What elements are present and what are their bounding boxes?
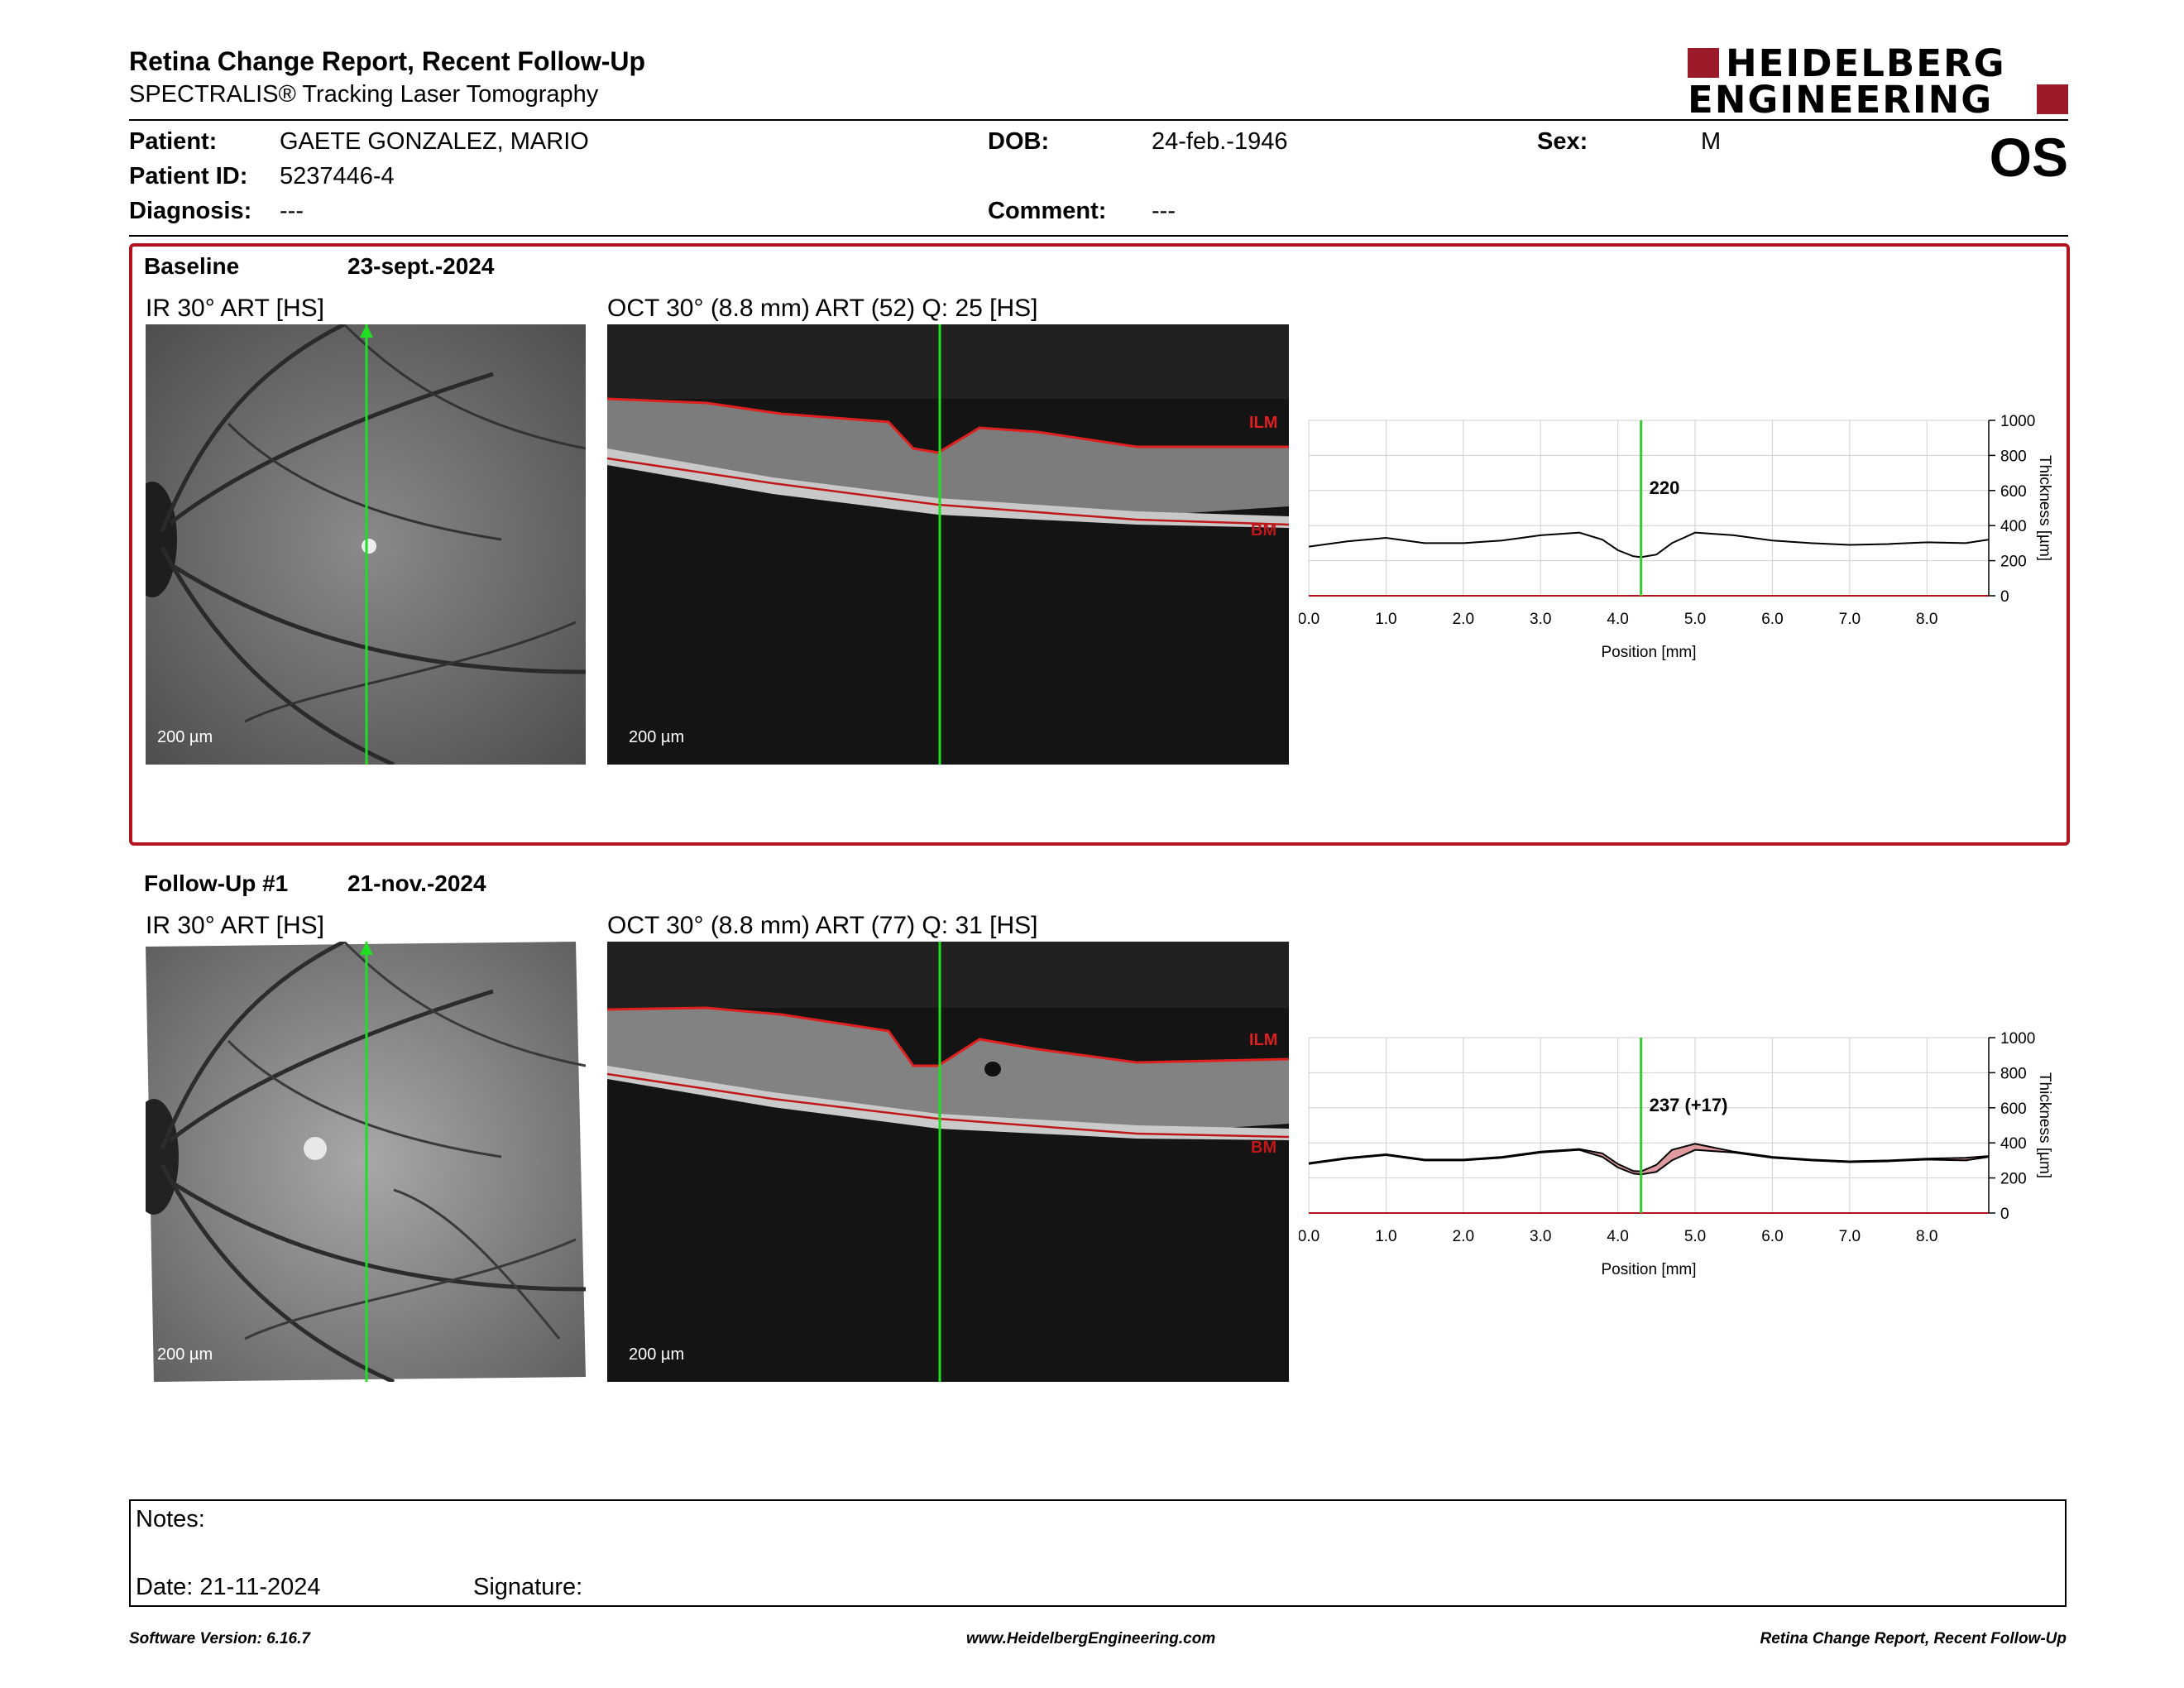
followup-date: 21-nov.-2024 <box>347 870 486 896</box>
y-tick-label: 1000 <box>2000 413 2035 430</box>
y-tick-label: 200 <box>2000 1171 2027 1188</box>
y-tick-label: 800 <box>2000 448 2027 465</box>
x-axis-label: Position [mm] <box>1601 644 1696 661</box>
baseline-ir-scale: 200 µm <box>157 728 213 746</box>
x-tick-label: 5.0 <box>1684 1228 1706 1245</box>
x-tick-label: 6.0 <box>1761 1228 1783 1245</box>
x-axis-label: Position [mm] <box>1601 1261 1696 1278</box>
sex-value: M <box>1701 128 1722 155</box>
x-tick-label: 7.0 <box>1839 1228 1861 1245</box>
baseline-oct-image[interactable] <box>607 324 1289 765</box>
baseline-thickness-chart[interactable]: 0 200 400 600 800 1000 0.0 1.0 2.0 3.0 4.0 5.0 6.0 7.… <box>1299 405 2076 679</box>
cursor-value-label: 237 (+17) <box>1650 1095 1728 1115</box>
logo-square-bottom <box>2037 84 2068 114</box>
followup-oct-title: OCT 30° (8.8 mm) ART (77) Q: 31 [HS] <box>607 912 1038 939</box>
x-tick-label: 3.0 <box>1530 1228 1551 1245</box>
followup-label: Follow-Up #1 <box>144 870 289 896</box>
y-tick-label: 1000 <box>2000 1030 2035 1048</box>
x-tick-label: 1.0 <box>1375 1228 1396 1245</box>
dob-value: 24-feb.-1946 <box>1152 128 1288 155</box>
report-title: Retina Change Report, Recent Follow-Up <box>129 46 646 76</box>
x-tick-label: 5.0 <box>1684 611 1706 628</box>
patient-rule <box>129 235 2068 237</box>
baseline-panel <box>129 243 2070 846</box>
comment-value: --- <box>1152 198 1176 224</box>
dob-label: DOB: <box>988 128 1050 155</box>
y-tick-label: 800 <box>2000 1065 2027 1082</box>
cursor-value-label: 220 <box>1650 477 1680 498</box>
footer-website[interactable]: www.HeidelbergEngineering.com <box>966 1630 1216 1647</box>
followup-ir-title: IR 30° ART [HS] <box>146 912 324 939</box>
baseline-oct-title: OCT 30° (8.8 mm) ART (52) Q: 25 [HS] <box>607 295 1038 322</box>
eye-indicator: OS <box>1989 127 2068 188</box>
x-tick-label: 4.0 <box>1607 611 1628 628</box>
baseline-oct-scale: 200 µm <box>629 728 685 746</box>
followup-ir-image[interactable] <box>146 942 586 1382</box>
followup-ilm-label: ILM <box>1249 1031 1278 1049</box>
logo-line2: ENGINEERING <box>1688 78 1994 122</box>
y-tick-label: 600 <box>2000 1101 2027 1118</box>
footer-report-name: Retina Change Report, Recent Follow-Up <box>1760 1630 2067 1647</box>
logo-line1: HEIDELBERG <box>1726 41 2006 85</box>
x-tick-label: 1.0 <box>1375 611 1396 628</box>
patient-label: Patient: <box>129 128 218 155</box>
x-tick-label: 0.0 <box>1299 611 1320 628</box>
diagnosis-label: Diagnosis: <box>129 198 252 224</box>
y-tick-label: 400 <box>2000 1135 2027 1153</box>
comment-label: Comment: <box>988 198 1107 224</box>
notes-label: Notes: <box>136 1506 205 1532</box>
logo-square-top <box>1688 48 1719 78</box>
x-tick-label: 7.0 <box>1839 611 1861 628</box>
baseline-date: 23-sept.-2024 <box>347 253 495 279</box>
baseline-ilm-label: ILM <box>1249 414 1278 432</box>
y-tick-label: 0 <box>2000 588 2009 606</box>
followup-bm-label: BM <box>1251 1139 1277 1157</box>
notes-date: Date: 21-11-2024 <box>136 1574 321 1600</box>
patient-id: 5237446-4 <box>280 163 395 189</box>
report-subtitle: SPECTRALIS® Tracking Laser Tomography <box>129 81 599 108</box>
x-tick-label: 0.0 <box>1299 1228 1320 1245</box>
y-tick-label: 400 <box>2000 518 2027 535</box>
x-tick-label: 2.0 <box>1453 611 1474 628</box>
x-tick-label: 3.0 <box>1530 611 1551 628</box>
signature-label: Signature: <box>473 1574 583 1600</box>
followup-oct-image[interactable] <box>607 942 1289 1382</box>
y-axis-label: Thickness [µm] <box>2036 455 2053 561</box>
header-rule <box>129 119 2068 121</box>
followup-ir-scale: 200 µm <box>157 1345 213 1364</box>
followup-thickness-chart[interactable]: 0 200 400 600 800 1000 0.0 1.0 2.0 3.0 4.0 5.0 6.0 7.… <box>1299 1023 2076 1296</box>
y-tick-label: 0 <box>2000 1206 2009 1223</box>
x-tick-label: 8.0 <box>1916 611 1937 628</box>
baseline-ir-image[interactable] <box>146 324 586 765</box>
baseline-label: Baseline <box>144 253 240 279</box>
x-tick-label: 4.0 <box>1607 1228 1628 1245</box>
y-tick-label: 600 <box>2000 483 2027 501</box>
patient-id-label: Patient ID: <box>129 163 248 189</box>
x-tick-label: 8.0 <box>1916 1228 1937 1245</box>
sex-label: Sex: <box>1537 128 1588 155</box>
y-tick-label: 200 <box>2000 554 2027 571</box>
patient-name: GAETE GONZALEZ, MARIO <box>280 128 589 155</box>
notes-box[interactable]: Notes: Date: 21-11-2024 Signature: <box>129 1499 2067 1607</box>
plot-area <box>1308 420 1990 597</box>
x-tick-label: 2.0 <box>1453 1228 1474 1245</box>
y-axis-label: Thickness [µm] <box>2036 1072 2053 1178</box>
heidelberg-logo: HEIDELBERG ENGINEERING <box>1688 41 2068 122</box>
followup-oct-scale: 200 µm <box>629 1345 685 1364</box>
diagnosis-value: --- <box>280 198 304 224</box>
x-tick-label: 6.0 <box>1761 611 1783 628</box>
footer-software-version: Software Version: 6.16.7 <box>129 1630 310 1647</box>
baseline-bm-label: BM <box>1251 521 1277 539</box>
baseline-ir-title: IR 30° ART [HS] <box>146 295 324 322</box>
plot-area <box>1308 1037 1990 1214</box>
